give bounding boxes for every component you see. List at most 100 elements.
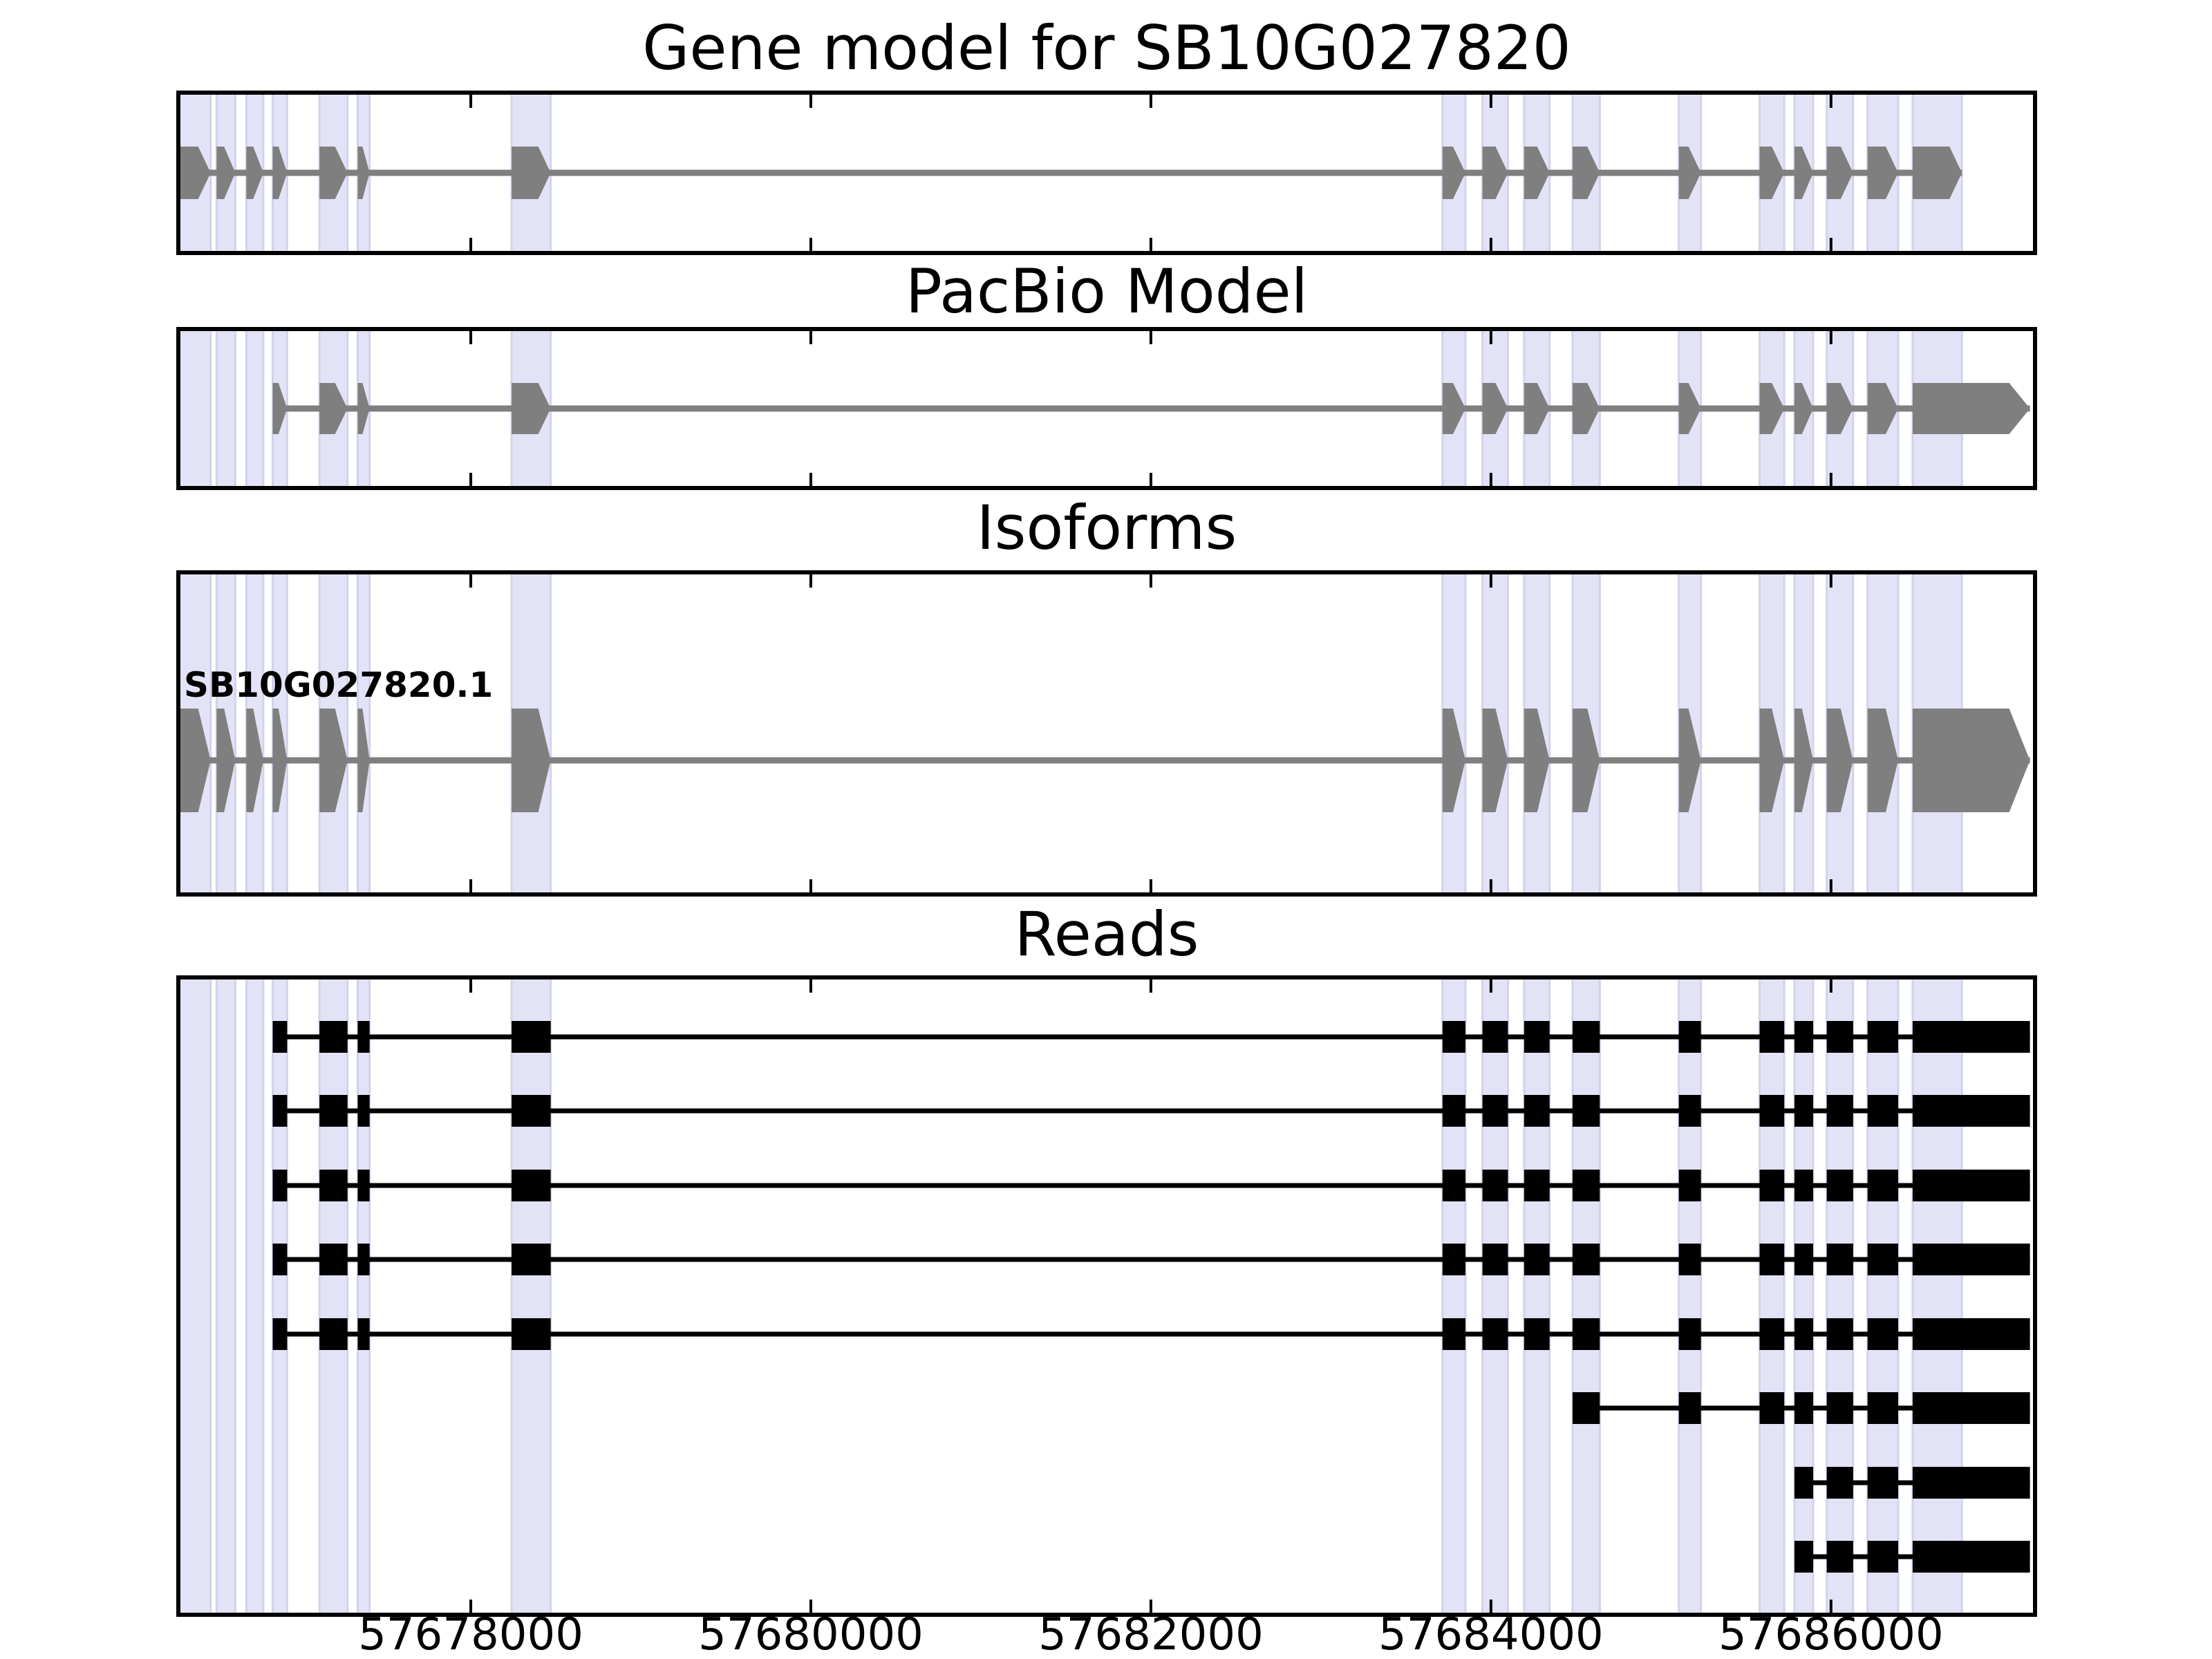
exon-shape-e11 bbox=[1572, 709, 1600, 812]
exon-shape-e16 bbox=[1867, 147, 1898, 199]
panel-border bbox=[176, 975, 2037, 1617]
read-exon-e13 bbox=[1759, 1170, 1785, 1201]
exon-highlight-stripe bbox=[1866, 976, 1900, 1616]
read-row bbox=[272, 1318, 2030, 1350]
read-exon-e8 bbox=[1442, 1021, 1465, 1053]
read-row bbox=[272, 1170, 2030, 1201]
read-exon-e7 bbox=[512, 1095, 551, 1127]
exon-highlight-stripe bbox=[1826, 976, 1855, 1616]
read-exon-e7 bbox=[512, 1318, 551, 1350]
exon-shape-e13 bbox=[1759, 383, 1785, 434]
read-exon-e11 bbox=[1572, 1170, 1600, 1201]
exon-shape-e11 bbox=[1572, 147, 1600, 199]
read-exon-e10 bbox=[1524, 1170, 1550, 1201]
read-exon-e5 bbox=[319, 1244, 348, 1275]
read-exon-e11 bbox=[1572, 1318, 1600, 1350]
exon-highlight-stripe bbox=[215, 976, 236, 1616]
read-exon-e15 bbox=[1826, 1467, 1853, 1499]
exon-shape-e9 bbox=[1482, 709, 1508, 812]
exon-shape-e4 bbox=[272, 709, 288, 812]
exon-highlight-stripe bbox=[245, 328, 265, 489]
exon-highlight-stripe bbox=[177, 328, 212, 489]
exon-shape-e5 bbox=[319, 147, 348, 199]
x-tick-label: 57682000 bbox=[1038, 1609, 1264, 1659]
exon-shape-e15 bbox=[1826, 709, 1853, 812]
read-exon-e5 bbox=[319, 1021, 348, 1053]
exon-shape-e5 bbox=[319, 383, 348, 434]
read-exon-e15 bbox=[1826, 1095, 1853, 1127]
exon-shape-e11 bbox=[1572, 383, 1600, 434]
exon-shape-e10 bbox=[1524, 147, 1550, 199]
exon-shape-e1 bbox=[178, 709, 211, 812]
read-exon-e8 bbox=[1442, 1318, 1465, 1350]
read-exon-e5 bbox=[319, 1170, 348, 1201]
read-exon-e16 bbox=[1867, 1244, 1898, 1275]
read-exon-e14 bbox=[1794, 1541, 1814, 1573]
exon-highlight-stripe bbox=[177, 976, 212, 1616]
read-exon-e16 bbox=[1867, 1467, 1898, 1499]
read-exon-e17x bbox=[1912, 1244, 2030, 1275]
exon-shape-e9 bbox=[1482, 147, 1508, 199]
x-tick-label: 57684000 bbox=[1378, 1609, 1604, 1659]
read-exon-e5 bbox=[319, 1095, 348, 1127]
read-exon-e15 bbox=[1826, 1541, 1853, 1573]
read-row bbox=[1794, 1467, 2030, 1499]
read-row bbox=[272, 1021, 2030, 1053]
exon-shape-e1 bbox=[178, 147, 211, 199]
panel-isoforms: SB10G027820.1 Isoforms bbox=[176, 492, 2037, 897]
read-exon-e16 bbox=[1867, 1541, 1898, 1573]
exon-highlight-stripe bbox=[1523, 976, 1551, 1616]
read-exon-e14 bbox=[1794, 1318, 1814, 1350]
read-exon-e6 bbox=[357, 1318, 370, 1350]
read-exon-e8 bbox=[1442, 1095, 1465, 1127]
read-exon-e10 bbox=[1524, 1021, 1550, 1053]
read-exon-e9 bbox=[1482, 1244, 1508, 1275]
read-exon-e10 bbox=[1524, 1244, 1550, 1275]
read-exon-e15 bbox=[1826, 1021, 1853, 1053]
read-exon-e4 bbox=[272, 1244, 288, 1275]
exon-shape-e3 bbox=[246, 147, 263, 199]
panel-title-reads: Reads bbox=[1015, 899, 1199, 970]
read-exon-e4 bbox=[272, 1318, 288, 1350]
read-exon-e10 bbox=[1524, 1318, 1550, 1350]
read-exon-e8 bbox=[1442, 1244, 1465, 1275]
exon-shape-e13 bbox=[1759, 709, 1785, 812]
exon-highlight-stripe bbox=[1793, 976, 1815, 1616]
exon-shape-e12 bbox=[1678, 383, 1701, 434]
read-exon-e16 bbox=[1867, 1318, 1898, 1350]
exon-shape-e6 bbox=[357, 147, 370, 199]
read-exon-e12 bbox=[1678, 1318, 1701, 1350]
exon-shape-e2 bbox=[216, 147, 236, 199]
exon-shape-e12 bbox=[1678, 147, 1701, 199]
exon-shape-e6 bbox=[357, 709, 370, 812]
read-row bbox=[272, 1244, 2030, 1275]
exon-shape-e16 bbox=[1867, 383, 1898, 434]
exon-shape-e2 bbox=[216, 709, 236, 812]
read-exon-e9 bbox=[1482, 1021, 1508, 1053]
read-exon-e16 bbox=[1867, 1392, 1898, 1424]
exon-shape-e5 bbox=[319, 709, 348, 812]
read-exon-e11 bbox=[1572, 1095, 1600, 1127]
exon-highlight-stripe bbox=[1481, 976, 1509, 1616]
read-exon-e17x bbox=[1912, 1095, 2030, 1127]
exon-shape-e14 bbox=[1794, 147, 1814, 199]
exon-shape-e15 bbox=[1826, 383, 1853, 434]
exon-shape-e8 bbox=[1442, 383, 1465, 434]
exon-shape-e15 bbox=[1826, 147, 1853, 199]
read-exon-e16 bbox=[1867, 1095, 1898, 1127]
read-exon-e6 bbox=[357, 1170, 370, 1201]
exon-highlight-stripe bbox=[1571, 976, 1601, 1616]
exon-shape-e16 bbox=[1867, 709, 1898, 812]
exon-shape-e12 bbox=[1678, 709, 1701, 812]
panel-reads: Reads bbox=[176, 899, 2037, 1617]
read-exon-e7 bbox=[512, 1021, 551, 1053]
read-exon-e17x bbox=[1912, 1392, 2030, 1424]
exon-shape-e7 bbox=[512, 383, 551, 434]
read-exon-e4 bbox=[272, 1021, 288, 1053]
read-exon-e6 bbox=[357, 1244, 370, 1275]
read-exon-e12 bbox=[1678, 1244, 1701, 1275]
read-exon-e13 bbox=[1759, 1318, 1785, 1350]
panel-border bbox=[176, 327, 2037, 490]
read-row bbox=[1794, 1541, 2030, 1573]
